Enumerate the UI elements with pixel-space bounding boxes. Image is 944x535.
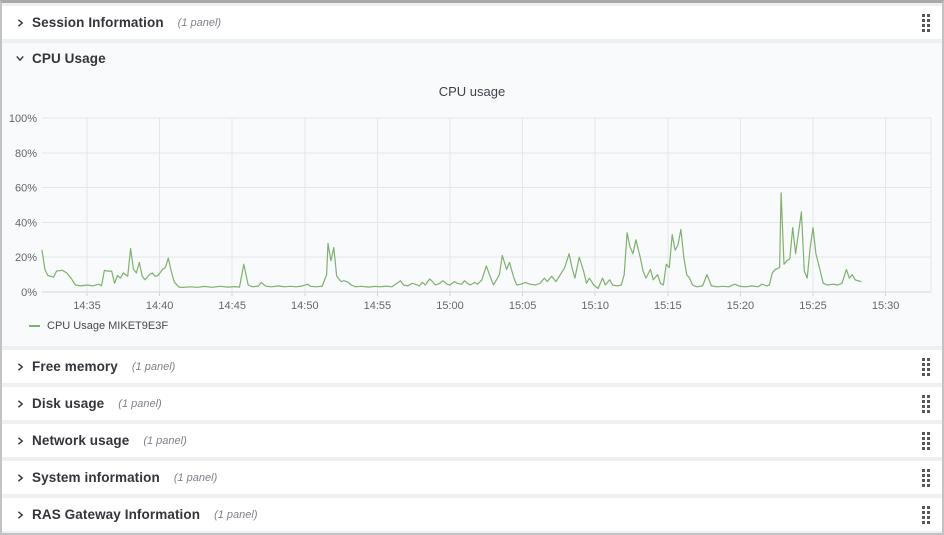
legend-series-swatch (29, 325, 40, 327)
row-panel-count: (1 panel) (214, 508, 258, 521)
svg-text:60%: 60% (15, 183, 37, 195)
svg-text:0%: 0% (21, 287, 37, 299)
chevron-right-icon (12, 433, 28, 449)
chart-canvas[interactable]: 0% 20% 40% 60% 80% 100% 14:35 14:40 14:45 14:50 14… (2, 101, 942, 317)
row-title: Network usage (32, 433, 130, 448)
svg-text:15:25: 15:25 (799, 300, 827, 312)
svg-text:15:20: 15:20 (727, 300, 755, 312)
svg-text:80%: 80% (15, 148, 37, 160)
drag-handle-icon[interactable] (920, 467, 932, 489)
row-title: Disk usage (32, 396, 105, 411)
row-title: System information (32, 470, 160, 485)
drag-handle-icon[interactable] (920, 504, 932, 526)
row-network-usage[interactable]: Network usage (1 panel) (2, 424, 942, 457)
svg-text:14:50: 14:50 (291, 300, 319, 312)
row-title: Session Information (32, 15, 164, 30)
svg-text:15:15: 15:15 (654, 300, 682, 312)
chart-title: CPU usage (438, 84, 506, 99)
svg-text:100%: 100% (9, 113, 37, 125)
chevron-right-icon (12, 15, 28, 31)
row-disk-usage[interactable]: Disk usage (1 panel) (2, 387, 942, 420)
chevron-right-icon (12, 396, 28, 412)
svg-text:20%: 20% (15, 252, 37, 264)
chart-legend-item[interactable]: CPU Usage MIKET9E3F (29, 318, 942, 334)
row-title: CPU Usage (32, 50, 106, 66)
row-panel-count: (1 panel) (173, 471, 218, 484)
drag-handle-icon[interactable] (920, 430, 932, 452)
chevron-right-icon (12, 470, 28, 486)
svg-text:14:55: 14:55 (364, 300, 392, 312)
drag-handle-icon[interactable] (920, 356, 932, 378)
row-title: Free memory (32, 359, 118, 374)
svg-text:15:10: 15:10 (581, 300, 609, 312)
cpu-usage-panel: CPU usage 0% 20% 40% 60% 80% 100% 14:35 14:40 14… (2, 84, 942, 334)
svg-text:14:45: 14:45 (218, 300, 246, 312)
row-system-information[interactable]: System information (1 panel) (2, 461, 942, 494)
svg-text:14:40: 14:40 (146, 300, 174, 312)
row-cpu-usage[interactable]: CPU Usage (2, 43, 942, 73)
svg-text:15:00: 15:00 (436, 300, 464, 312)
svg-text:14:35: 14:35 (73, 300, 101, 312)
row-panel-count: (1 panel) (177, 16, 222, 29)
row-free-memory[interactable]: Free memory (1 panel) (2, 350, 942, 383)
row-session-information[interactable]: Session Information (1 panel) (2, 6, 942, 39)
row-panel-count: (1 panel) (131, 360, 176, 373)
chevron-right-icon (12, 507, 28, 523)
chevron-right-icon (12, 359, 28, 375)
svg-text:15:05: 15:05 (509, 300, 537, 312)
drag-handle-icon[interactable] (920, 12, 932, 34)
legend-series-label: CPU Usage MIKET9E3F (47, 320, 169, 332)
svg-text:40%: 40% (15, 217, 37, 229)
drag-handle-icon[interactable] (920, 393, 932, 415)
row-title: RAS Gateway Information (32, 507, 201, 522)
row-ras-gateway-information[interactable]: RAS Gateway Information (1 panel) (2, 498, 942, 531)
svg-text:15:30: 15:30 (872, 300, 900, 312)
row-panel-count: (1 panel) (118, 397, 162, 410)
cpu-usage-section: CPU Usage CPU usage 0% 20% 40% 60% 80% 100% 14… (2, 43, 942, 346)
row-panel-count: (1 panel) (143, 434, 187, 447)
chevron-down-icon (12, 50, 28, 66)
